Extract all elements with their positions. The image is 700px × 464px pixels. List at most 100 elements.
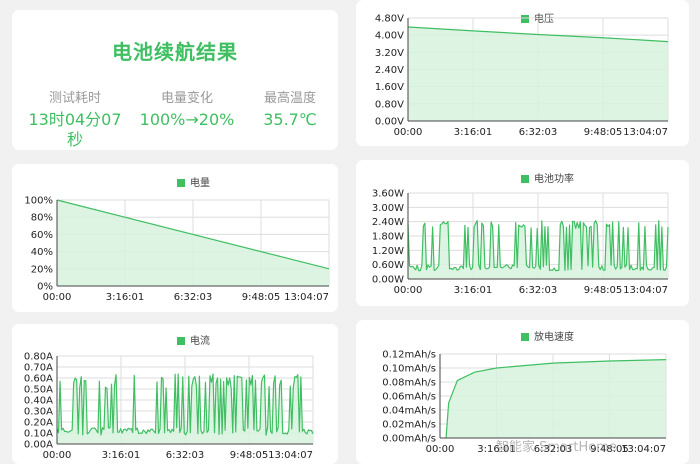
voltage-x-tick-label: 3:16:01 [454, 127, 493, 138]
power-x-tick-label: 9:48:05 [584, 285, 623, 296]
current-y-tick-label: 0.70A [24, 363, 53, 374]
stat-max-temperature-label: 最高温度 [263, 91, 316, 106]
discharge-rate-chart: 放电速度 0.00mAh/s 0.02mAh/s 0.04mAh/s 0.06mAh/s… [382, 330, 667, 455]
current-y-tick-label: 0.60A [24, 374, 53, 385]
current-x-tick-label: 00:00 [43, 450, 72, 461]
battery-legend-swatch [177, 179, 185, 187]
battery-series-line [56, 199, 330, 270]
rate-y-tick-label: 0.04mAh/s [382, 406, 436, 417]
current-y-tick-label: 0.40A [24, 396, 53, 407]
rate-x-tick-label: 9:48:05 [590, 444, 629, 455]
voltage-series-line [407, 26, 669, 43]
current-x-tick-label: 9:48:05 [230, 450, 269, 461]
battery-y-tick-label: 0% [37, 282, 53, 293]
voltage-y-tick-label: 0.80V [375, 99, 404, 110]
stat-battery-change: 电量变化 100%→20% [132, 90, 242, 130]
voltage-x-tick-label: 00:00 [394, 127, 423, 138]
rate-y-tick-label: 0.08mAh/s [382, 378, 436, 389]
current-y-tick-label: 0.50A [24, 385, 53, 396]
power-x-tick-label: 6:32:03 [519, 285, 558, 296]
power-x-tick-label: 00:00 [394, 285, 423, 296]
voltage-x-tick-label: 9:48:05 [584, 127, 623, 138]
voltage-x-tick-label: 13:04:07 [623, 127, 668, 138]
power-y-tick-label: 3.60W [372, 189, 404, 200]
battery-x-tick-label: 13:04:07 [284, 292, 329, 303]
stat-max-temperature: 最高温度 35.7℃ [248, 90, 332, 130]
battery-chart: 电量 0% 20% 40% 60% 80% 100% 00:00 3:16:01 6:32:03 9… [24, 176, 330, 303]
voltage-y-tick-label: 1.60V [375, 82, 404, 93]
power-y-tick-label: 2.40W [372, 217, 404, 228]
rate-x-tick-label: 13:04:07 [621, 444, 666, 455]
voltage-y-tick-label: 0.00V [375, 117, 404, 128]
current-chart: 电流 0.00A0.10A0.20A0.30A0.40A0.50A0.60A0.7… [24, 334, 314, 461]
stat-battery-change-value: 100%→20% [139, 110, 235, 129]
current-y-tick-label: 0.20A [24, 418, 53, 429]
current-x-tick-label: 6:32:03 [166, 450, 205, 461]
rate-x-tick-label: 00:00 [426, 444, 455, 455]
power-series-line [407, 220, 669, 272]
voltage-y-tick-label: 4.80V [375, 14, 404, 25]
rate-x-tick-label: 3:16:01 [477, 444, 516, 455]
stat-duration: 测试耗时 13时04分07秒 [22, 90, 128, 150]
summary-title: 电池续航结果 [112, 40, 238, 64]
voltage-y-tick-label: 4.00V [375, 31, 404, 42]
voltage-y-tick-label: 2.40V [375, 65, 404, 76]
battery-x-tick-label: 00:00 [43, 292, 72, 303]
power-y-tick-label: 3.00W [372, 203, 404, 214]
battery-y-tick-label: 20% [31, 264, 53, 275]
power-y-tick-label: 1.20W [372, 246, 404, 257]
voltage-chart-card: 电压 0.00V 0.80V 1.60V 2.40V 3.20V 4.00V 4.80V 00:… [356, 0, 689, 146]
rate-y-tick-label: 0.02mAh/s [382, 420, 436, 431]
battery-chart-card: 电量 0% 20% 40% 60% 80% 100% 00:00 3:16:01 6:32:03 9… [12, 164, 338, 312]
current-y-tick-label: 0.10A [24, 429, 53, 440]
power-chart: 电池功率 0.00W 0.60W 1.20W 1.80W 2.40W 3.00W 3.60W 0… [372, 172, 669, 296]
power-legend-label: 电池功率 [534, 172, 574, 185]
voltage-legend-swatch [521, 15, 529, 23]
current-y-tick-label: 0.80A [24, 352, 53, 363]
power-y-tick-label: 0.00W [372, 275, 404, 286]
discharge-rate-chart-card: 放电速度 0.00mAh/s 0.02mAh/s 0.04mAh/s 0.06mAh/s… [356, 320, 689, 464]
rate-y-tick-label: 0.10mAh/s [382, 364, 436, 375]
voltage-y-tick-label: 3.20V [375, 48, 404, 59]
power-x-tick-label: 13:04:07 [623, 285, 668, 296]
watermark-text: 智能家 SmartHome [496, 440, 617, 455]
rate-y-tick-label: 0.06mAh/s [382, 392, 436, 403]
current-legend-swatch [177, 337, 185, 345]
voltage-x-tick-label: 6:32:03 [519, 127, 558, 138]
current-y-tick-label: 0.00A [24, 440, 53, 451]
stat-max-temperature-value: 35.7℃ [263, 110, 317, 129]
rate-legend-label: 放电速度 [534, 330, 574, 343]
rate-series-line [445, 359, 667, 439]
rate-legend-swatch [521, 333, 529, 341]
summary-card: 电池续航结果 测试耗时 13时04分07秒 电量变化 100%→20% 最高温度… [12, 10, 338, 150]
power-legend-swatch [521, 175, 529, 183]
battery-x-tick-label: 9:48:05 [242, 292, 281, 303]
current-x-tick-label: 3:16:01 [102, 450, 141, 461]
voltage-chart: 电压0.00V0.80V1.60V2.40V3.20V4.00V4.80V00:… [375, 12, 669, 138]
current-chart-card: 电流 0.00A 0.10A 0.20A 0.30A 0.40A 0.50A 0.60A 0.7… [12, 324, 338, 464]
rate-y-tick-label: 0.12mAh/s [382, 350, 436, 361]
power-chart-card: 电池功率 0.00W 0.60W 1.20W 1.80W 2.40W 3.00W 3.60W 0… [356, 160, 689, 306]
current-x-tick-label: 13:04:07 [268, 450, 313, 461]
battery-y-tick-label: 60% [31, 230, 53, 241]
current-series-line [56, 373, 314, 436]
rate-x-tick-label: 6:32:03 [534, 444, 573, 455]
battery-series-area [57, 200, 330, 286]
battery-y-tick-label: 40% [31, 247, 53, 258]
power-x-tick-label: 3:16:01 [454, 285, 493, 296]
stat-duration-label: 测试耗时 [48, 91, 101, 106]
stat-duration-value: 13时04分07秒 [28, 110, 122, 149]
stat-battery-change-label: 电量变化 [160, 91, 213, 106]
current-y-tick-label: 0.30A [24, 407, 53, 418]
rate-y-tick-label: 0.00mAh/s [382, 434, 436, 445]
power-y-tick-label: 0.60W [372, 260, 404, 271]
battery-x-tick-label: 6:32:03 [174, 292, 213, 303]
voltage-series-area [408, 27, 669, 121]
battery-x-tick-label: 3:16:01 [106, 292, 145, 303]
current-legend-label: 电流 [190, 334, 210, 347]
rate-series-area [446, 359, 667, 438]
battery-y-tick-label: 100% [24, 196, 53, 207]
battery-y-tick-label: 80% [31, 213, 53, 224]
battery-legend-label: 电量 [190, 176, 210, 189]
power-y-tick-label: 1.80W [372, 232, 404, 243]
